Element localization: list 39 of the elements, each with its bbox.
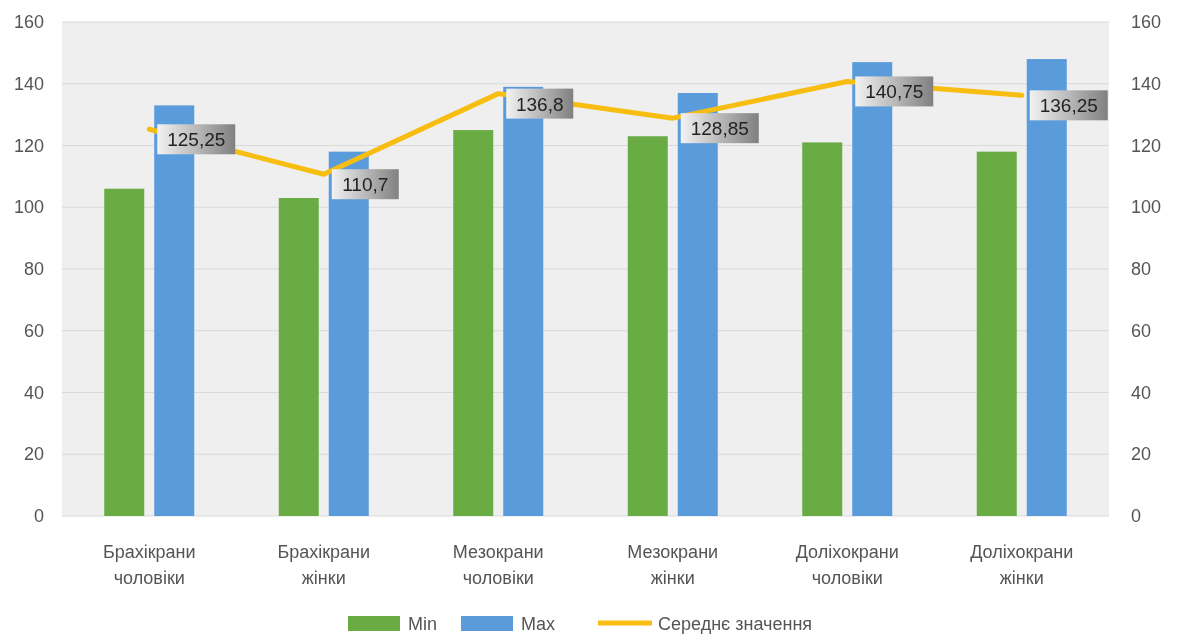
- y-tick-label: 120: [13, 135, 44, 156]
- legend-label: Max: [521, 614, 556, 634]
- y-tick-label: 0: [33, 506, 44, 526]
- data-label: 140,75: [865, 81, 924, 103]
- y2-tick-label: 160: [1131, 12, 1162, 32]
- y-tick-label: 140: [13, 73, 44, 94]
- y2-tick-label: 140: [1131, 73, 1162, 94]
- x-tick-label: Доліхокрани чоловіки: [795, 542, 899, 588]
- x-tick-label: Доліхокрани жінки: [970, 542, 1074, 588]
- legend-label: Середнє значення: [658, 614, 813, 634]
- y2-tick-label: 60: [1131, 320, 1152, 341]
- y-tick-label: 20: [23, 444, 44, 465]
- bar: [278, 197, 319, 516]
- y2-tick-label: 120: [1131, 135, 1162, 156]
- y2-tick-label: 0: [1131, 506, 1142, 526]
- y-tick-label: 40: [23, 382, 44, 403]
- bar: [453, 130, 494, 516]
- y-tick-label: 100: [13, 197, 44, 218]
- bar: [104, 188, 145, 516]
- data-label: 136,8: [515, 93, 564, 115]
- bar: [802, 142, 843, 516]
- y-tick-label: 160: [13, 12, 44, 32]
- x-tick-label: Брахікрани чоловіки: [102, 542, 196, 588]
- y2-tick-label: 80: [1131, 259, 1152, 279]
- y-tick-label: 80: [23, 259, 44, 279]
- bar: [627, 136, 668, 516]
- y2-tick-label: 40: [1131, 382, 1152, 403]
- y2-tick-label: 20: [1131, 444, 1152, 465]
- x-tick-label: Брахікрани жінки: [277, 542, 371, 588]
- x-tick-label: Мезокрани жінки: [627, 542, 719, 588]
- data-label: 136,25: [1039, 95, 1098, 117]
- x-tick-label: Мезокрани чоловіки: [452, 542, 544, 588]
- y-tick-label: 60: [23, 320, 44, 341]
- data-label: 125,25: [167, 129, 226, 151]
- bar: [976, 151, 1017, 516]
- legend-label: Min: [408, 614, 438, 634]
- data-label: 110,7: [342, 174, 389, 196]
- y2-tick-label: 100: [1131, 197, 1162, 218]
- data-label: 128,85: [690, 118, 749, 140]
